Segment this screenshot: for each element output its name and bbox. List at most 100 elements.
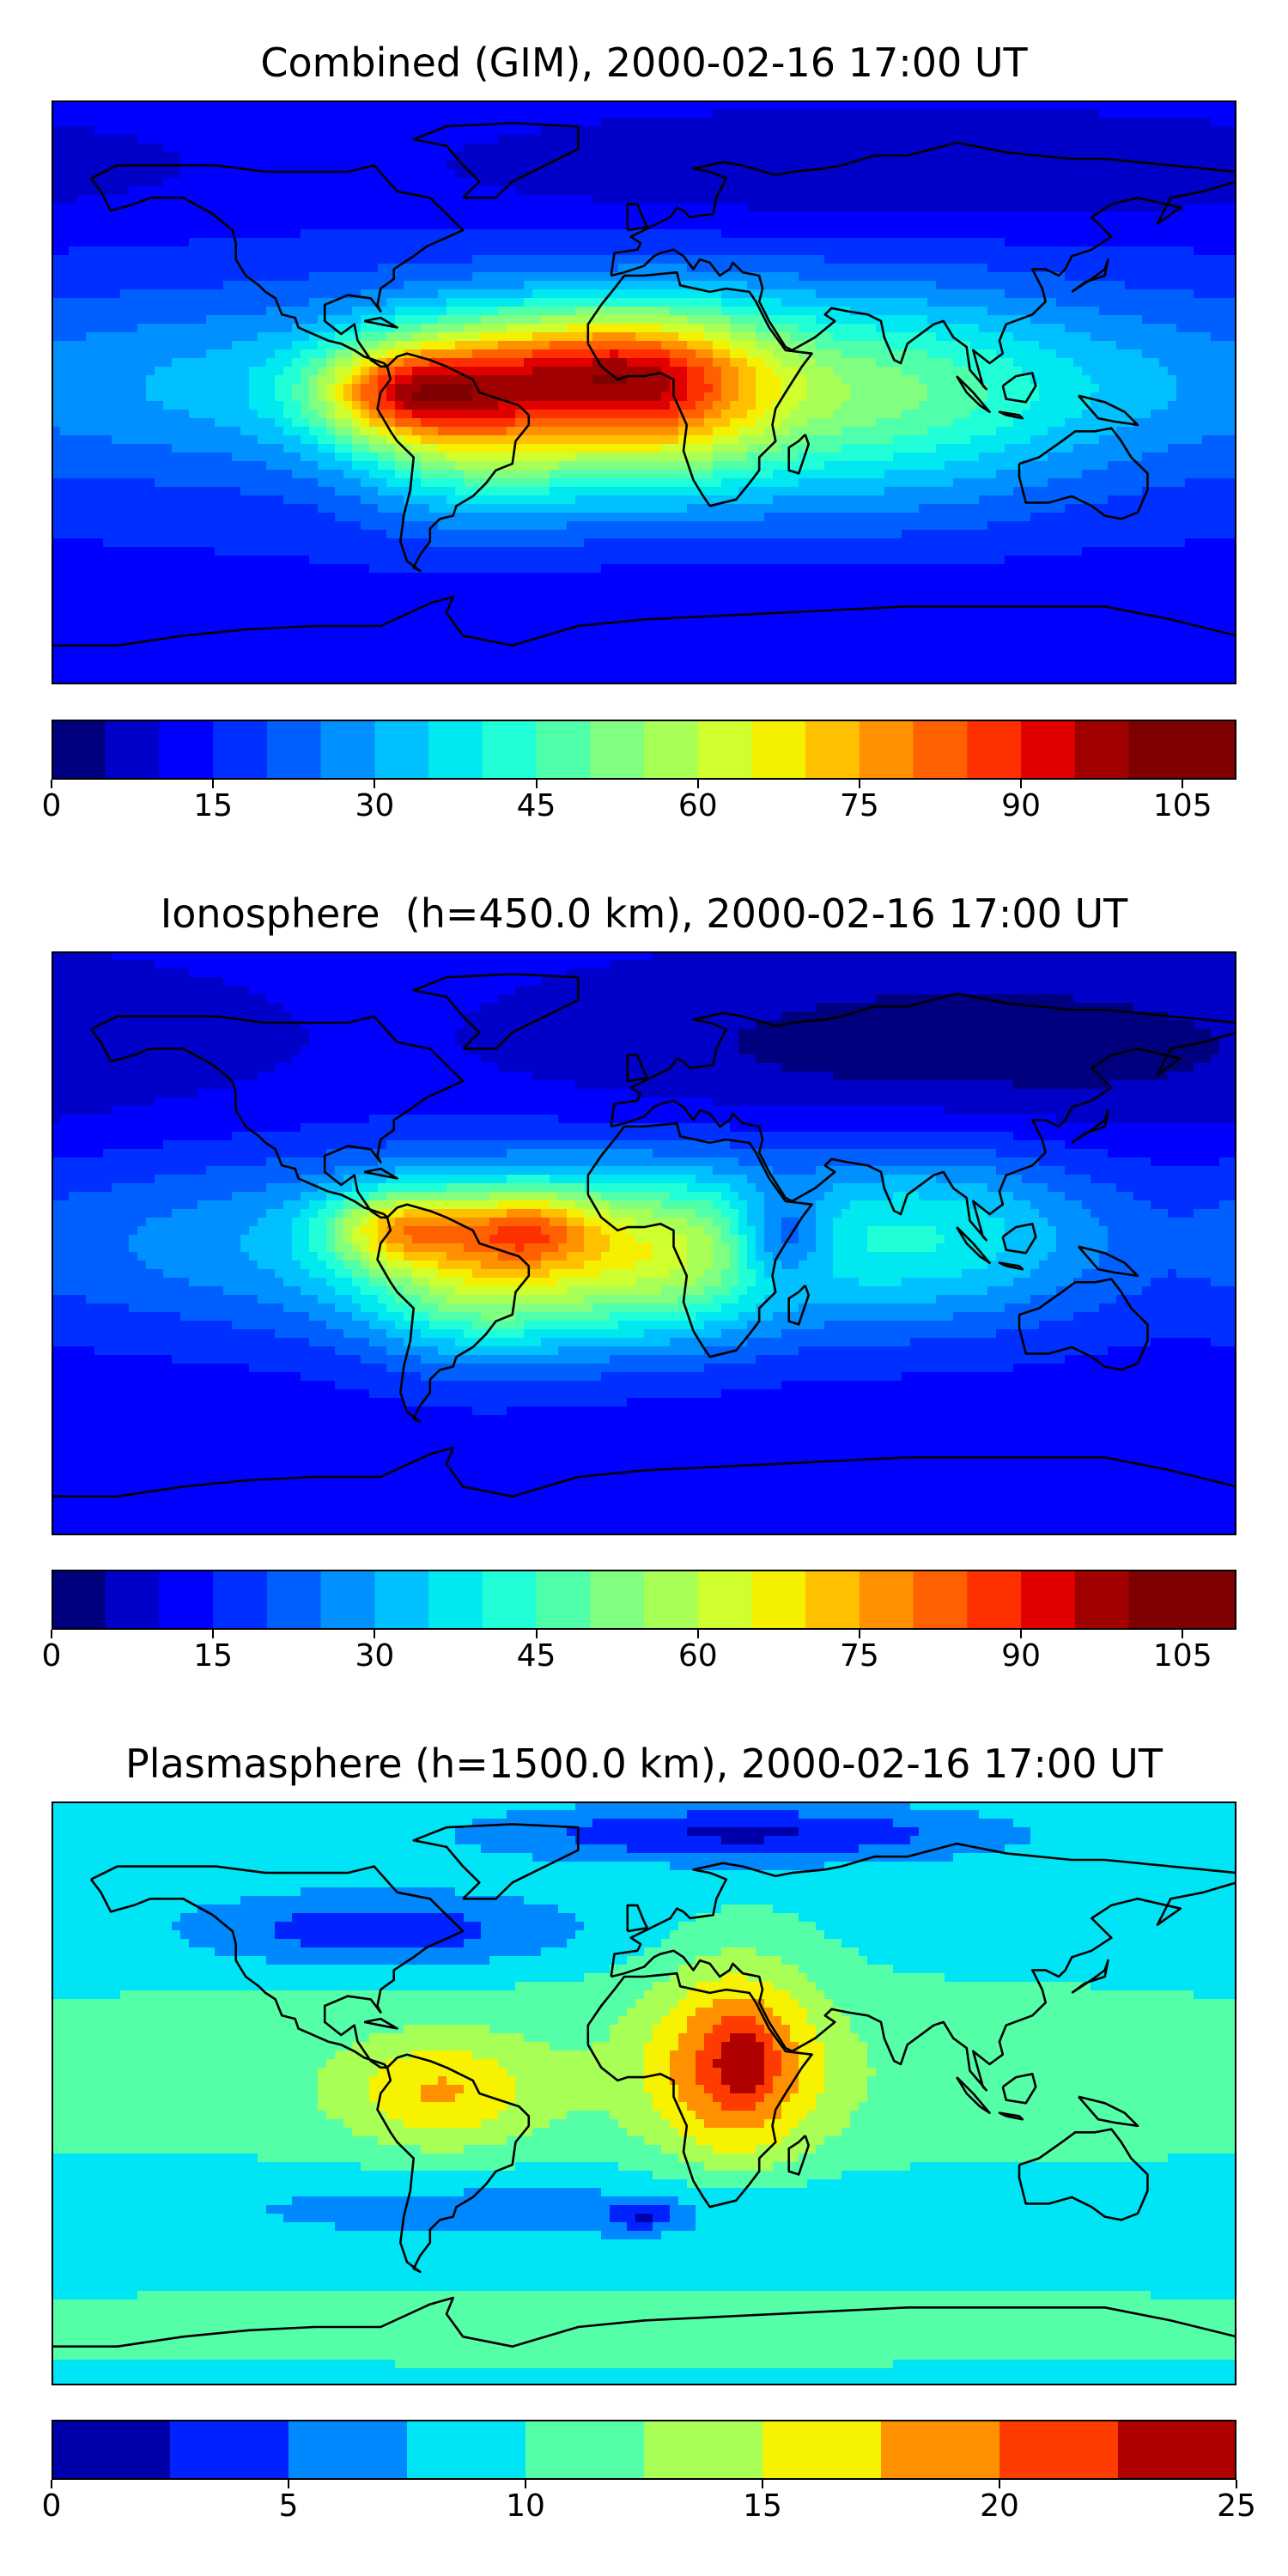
contour-cell <box>275 221 284 230</box>
contour-cell <box>936 135 945 144</box>
contour-cell <box>292 212 301 222</box>
contour-cell <box>206 229 216 239</box>
contour-cell <box>1082 315 1091 325</box>
contour-cell <box>189 204 198 213</box>
contour-cell <box>472 401 482 410</box>
contour-cell <box>962 358 971 368</box>
contour-cell <box>1030 255 1040 264</box>
contour-cell <box>1073 143 1083 153</box>
contour-cell <box>1048 298 1057 307</box>
contour-cell <box>979 358 988 368</box>
contour-cell <box>249 264 258 273</box>
contour-cell <box>1005 384 1014 393</box>
contour-cell <box>644 324 653 333</box>
contour-cell <box>155 410 164 419</box>
contour-cell <box>258 178 267 187</box>
contour-cell <box>361 341 370 350</box>
contour-cell <box>1073 186 1083 196</box>
contour-cell <box>1194 324 1203 333</box>
contour-cell <box>404 161 413 170</box>
contour-cell <box>919 341 928 350</box>
contour-cell <box>232 324 241 333</box>
contour-cell <box>197 281 207 290</box>
contour-cell <box>197 410 207 419</box>
contour-cell <box>876 178 885 187</box>
contour-cell <box>1073 307 1083 316</box>
contour-cell <box>841 272 851 282</box>
contour-cell <box>532 332 542 342</box>
contour-cell <box>215 341 224 350</box>
contour-cell <box>953 169 963 179</box>
contour-cell <box>481 324 490 333</box>
contour-cell <box>378 178 387 187</box>
contour-cell <box>232 212 241 222</box>
contour-cell <box>859 126 868 136</box>
contour-cell <box>1116 135 1126 144</box>
contour-cell <box>841 143 851 153</box>
contour-cell <box>163 341 173 350</box>
contour-cell <box>884 143 894 153</box>
contour-cell <box>472 229 482 239</box>
contour-cell <box>515 178 525 187</box>
contour-cell <box>103 410 112 419</box>
contour-cell <box>987 169 997 179</box>
contour-cell <box>1176 341 1186 350</box>
contour-cell <box>249 229 258 239</box>
contour-cell <box>953 298 963 307</box>
contour-cell <box>343 169 353 179</box>
contour-cell <box>1065 246 1074 256</box>
contour-cell <box>661 332 671 342</box>
contour-cell <box>438 255 447 264</box>
contour-cell <box>816 169 825 179</box>
contour-cell <box>1202 281 1212 290</box>
contour-cell <box>532 255 542 264</box>
contour-cell <box>1013 195 1023 204</box>
contour-cell <box>764 289 774 299</box>
contour-cell <box>137 358 147 368</box>
contour-cell <box>60 349 70 359</box>
contour-cell <box>155 212 164 222</box>
contour-cell <box>172 349 181 359</box>
contour-cell <box>532 126 542 136</box>
contour-cell <box>215 349 224 359</box>
contour-cell <box>309 100 319 110</box>
contour-cell <box>738 358 748 368</box>
contour-cell <box>1091 152 1100 161</box>
contour-cell <box>618 367 628 376</box>
contour-cell <box>1185 126 1194 136</box>
contour-cell <box>292 410 301 419</box>
contour-cell <box>1073 100 1083 110</box>
contour-cell <box>807 143 817 153</box>
contour-cell <box>1091 204 1100 213</box>
contour-cell <box>1039 169 1048 179</box>
contour-cell <box>60 281 70 290</box>
contour-cell <box>318 264 327 273</box>
contour-cell <box>678 272 688 282</box>
contour-cell <box>1013 126 1023 136</box>
contour-cell <box>352 178 361 187</box>
contour-cell <box>1048 255 1057 264</box>
contour-cell <box>421 195 430 204</box>
contour-cell <box>292 238 301 247</box>
contour-cell <box>884 238 894 247</box>
contour-cell <box>283 272 293 282</box>
contour-cell <box>687 358 696 368</box>
contour-cell <box>730 229 739 239</box>
contour-cell <box>129 384 138 393</box>
contour-cell <box>824 349 834 359</box>
contour-cell <box>464 392 473 402</box>
contour-cell <box>395 126 404 136</box>
contour-cell <box>1133 255 1143 264</box>
contour-cell <box>987 126 997 136</box>
contour-cell <box>1056 289 1066 299</box>
contour-cell <box>1142 246 1151 256</box>
contour-cell <box>378 289 387 299</box>
contour-cell <box>670 238 679 247</box>
contour-cell <box>678 229 688 239</box>
contour-cell <box>601 375 611 385</box>
contour-cell <box>790 315 799 325</box>
contour-cell <box>575 401 585 410</box>
contour-cell <box>395 324 404 333</box>
contour-cell <box>687 169 696 179</box>
contour-cell <box>326 272 336 282</box>
